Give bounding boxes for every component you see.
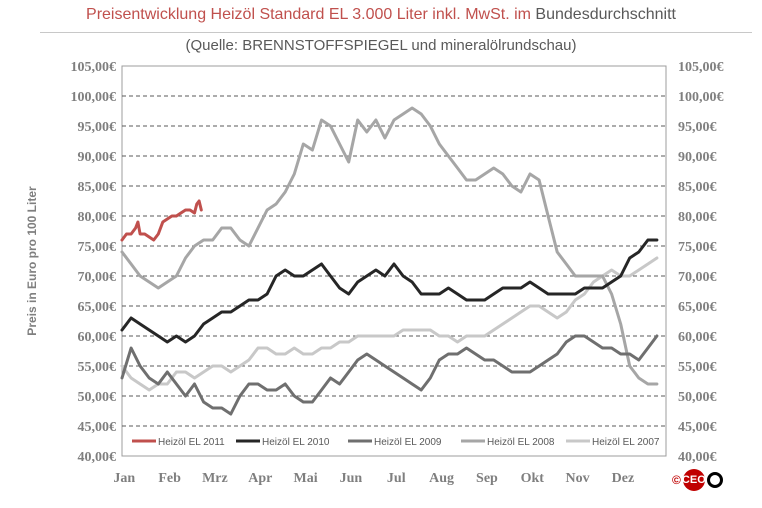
y-tick-label: 50,00€ — [78, 390, 117, 405]
y-tick-label-right: 105,00€ — [678, 60, 724, 75]
x-tick-label: Apr — [248, 471, 272, 486]
series-line — [120, 238, 659, 344]
y-axis-label: Preis in Euro pro 100 Liter — [25, 186, 39, 336]
logo-text: CEO — [682, 469, 706, 491]
chart-title: Preisentwicklung Heizöl Standard EL 3.00… — [0, 6, 762, 24]
y-tick-label: 90,00€ — [78, 150, 117, 165]
series-line — [120, 334, 659, 416]
plot-frame — [121, 65, 667, 457]
title-divider — [40, 32, 752, 33]
y-tick-label: 80,00€ — [78, 210, 117, 225]
legend-label: Heizöl EL 2011 — [158, 437, 225, 448]
x-tick-label: Aug — [429, 471, 454, 486]
title-region: Bundesdurchschnitt — [535, 6, 676, 23]
x-tick-label: Okt — [521, 471, 545, 486]
x-axis: Jan Feb Mrz Apr Mai Jun Jul Aug Sep Okt Nov Dez — [113, 471, 634, 486]
y-tick-label: 75,00€ — [78, 240, 117, 255]
y-tick-label-right: 50,00€ — [678, 390, 717, 405]
legend-label: Heizöl EL 2007 — [592, 437, 660, 448]
y-tick-label-right: 70,00€ — [678, 270, 717, 285]
series-lines — [120, 106, 659, 416]
logo-badge: CEO — [682, 469, 723, 491]
x-tick-label: Dez — [612, 471, 635, 486]
y-tick-label: 85,00€ — [78, 180, 117, 195]
x-tick-label: Mai — [294, 471, 318, 486]
series-line — [120, 199, 203, 242]
y-tick-label: 55,00€ — [78, 360, 117, 375]
x-tick-label: Mrz — [202, 471, 228, 486]
y-tick-label-right: 75,00€ — [678, 240, 717, 255]
y-tick-label-right: 60,00€ — [678, 330, 717, 345]
x-tick-label: Feb — [158, 471, 181, 486]
x-tick-label: Sep — [476, 471, 498, 486]
copyright-symbol: © — [672, 473, 681, 487]
y-tick-label: 100,00€ — [71, 90, 117, 105]
y-tick-label-right: 55,00€ — [678, 360, 717, 375]
y-tick-label-right: 90,00€ — [678, 150, 717, 165]
x-tick-label: Jan — [113, 471, 135, 486]
y-tick-label: 45,00€ — [78, 420, 117, 435]
y-axis-right: 40,00€ 45,00€ 50,00€ 55,00€ 60,00€ 65,00€ 70,0… — [678, 60, 724, 465]
legend-label: Heizöl EL 2010 — [262, 437, 330, 448]
legend-label: Heizöl EL 2009 — [374, 437, 442, 448]
title-main: Preisentwicklung Heizöl Standard EL 3.00… — [86, 6, 531, 23]
y-tick-label: 95,00€ — [78, 120, 117, 135]
x-tick-label: Nov — [566, 471, 590, 486]
y-tick-label-right: 45,00€ — [678, 420, 717, 435]
legend: Heizöl EL 2011 Heizöl EL 2010 Heizöl EL 20… — [132, 437, 660, 448]
y-tick-label-right: 80,00€ — [678, 210, 717, 225]
legend-label: Heizöl EL 2008 — [487, 437, 555, 448]
y-tick-label-right: 65,00€ — [678, 300, 717, 315]
y-tick-label-right: 95,00€ — [678, 120, 717, 135]
series-line — [120, 106, 659, 386]
y-tick-label-right: 40,00€ — [678, 450, 717, 465]
y-tick-label-right: 100,00€ — [678, 90, 724, 105]
y-tick-label: 105,00€ — [71, 60, 117, 75]
gridlines — [122, 95, 666, 427]
ceo-logo: © CEO — [672, 469, 723, 491]
logo-ring-icon — [706, 472, 723, 488]
y-tick-label-right: 85,00€ — [678, 180, 717, 195]
y-tick-label: 40,00€ — [78, 450, 117, 465]
series-line — [120, 256, 659, 392]
chart-subtitle: (Quelle: BRENNSTOFFSPIEGEL und mineralöl… — [185, 37, 577, 54]
y-axis-left: 40,00€ 45,00€ 50,00€ 55,00€ 60,00€ 65,00€ 70,0… — [71, 60, 117, 465]
x-tick-label: Jun — [340, 471, 363, 486]
y-tick-label: 60,00€ — [78, 330, 117, 345]
y-tick-label: 65,00€ — [78, 300, 117, 315]
x-tick-label: Jul — [387, 471, 406, 486]
y-tick-label: 70,00€ — [78, 270, 117, 285]
